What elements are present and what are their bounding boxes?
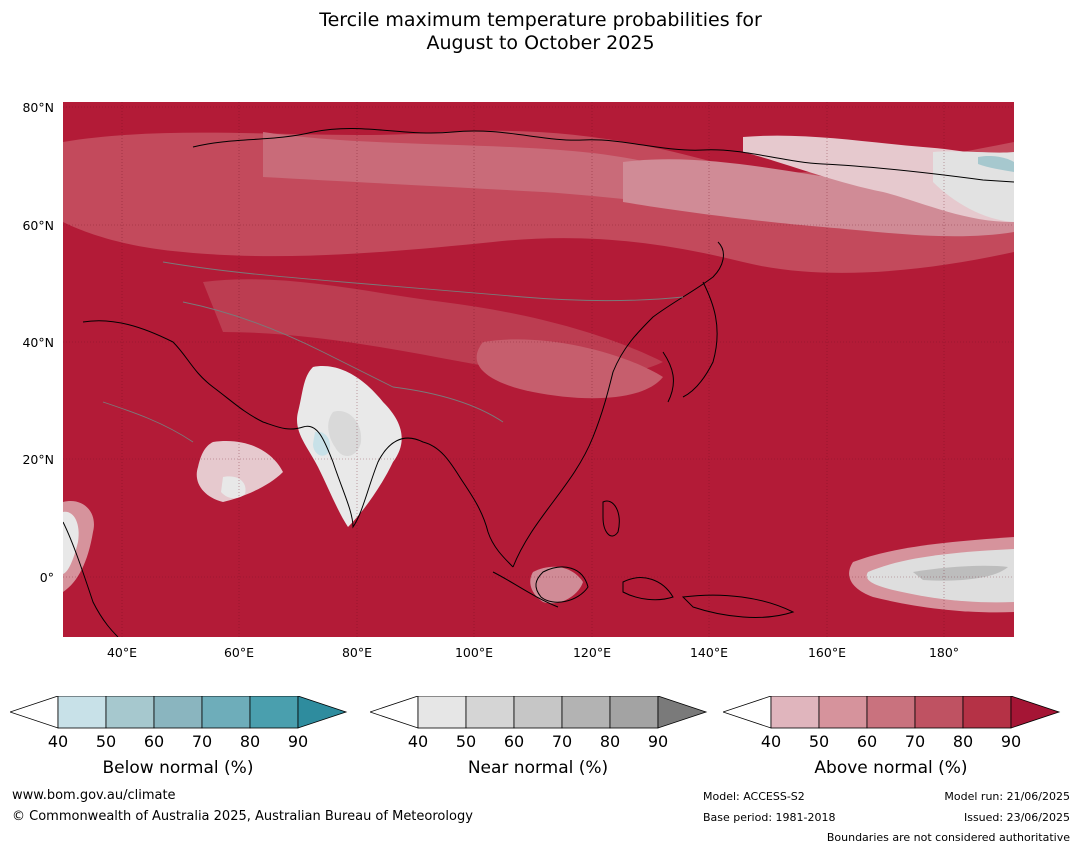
region-borneo-50 — [530, 566, 583, 604]
region-chukotka-near — [933, 151, 1014, 222]
lon-label-40e: 40°E — [106, 645, 138, 660]
near-tick-80: 80 — [599, 732, 621, 751]
region-east-siberia-50 — [623, 159, 1014, 237]
cbar-below-seg-4 — [201, 696, 251, 729]
lon-label-120e: 120°E — [572, 645, 611, 660]
below-tick-80: 80 — [239, 732, 261, 751]
region-india-below — [313, 431, 331, 456]
below-tick-70: 70 — [191, 732, 213, 751]
colorbar-below-normal — [10, 696, 348, 729]
cbar-above-seg-4 — [914, 696, 964, 729]
title-line-1: Tercile maximum temperature probabilitie… — [319, 9, 762, 31]
cbar-below-seg-2 — [105, 696, 155, 729]
lat-label-60n: 60°N — [22, 218, 54, 233]
disclaimer-text: Boundaries are not considered authoritat… — [826, 831, 1070, 844]
above-tick-70: 70 — [904, 732, 926, 751]
near-tick-70: 70 — [551, 732, 573, 751]
near-normal-label: Near normal (%) — [467, 758, 609, 778]
lon-label-140e: 140°E — [689, 645, 728, 660]
model-text: Model: ACCESS-S2 — [703, 790, 805, 803]
above-tick-60: 60 — [856, 732, 878, 751]
cbar-below-low-arrow — [10, 696, 59, 729]
below-tick-90: 90 — [287, 732, 309, 751]
below-tick-50: 50 — [95, 732, 117, 751]
model-run-text: Model run: 21/06/2025 — [944, 790, 1070, 803]
cbar-below-high-arrow — [297, 696, 348, 729]
country-borders — [102, 261, 684, 443]
cbar-above-seg-1 — [770, 696, 820, 729]
map-canvas — [63, 102, 1014, 637]
chart-title: Tercile maximum temperature probabilitie… — [0, 9, 1081, 55]
cbar-near-high-arrow — [657, 696, 708, 729]
cbar-near-low-arrow — [370, 696, 419, 729]
below-tick-60: 60 — [143, 732, 165, 751]
cbar-below-seg-1 — [57, 696, 107, 729]
lon-label-160e: 160°E — [807, 645, 846, 660]
above-tick-80: 80 — [952, 732, 974, 751]
region-china-60 — [476, 339, 663, 399]
near-tick-50: 50 — [455, 732, 477, 751]
lat-label-0: 0° — [39, 570, 54, 585]
region-chukotka-below — [978, 155, 1014, 172]
coastlines — [63, 127, 1014, 637]
near-tick-90: 90 — [647, 732, 669, 751]
lon-label-80e: 80°E — [341, 645, 373, 660]
issued-text: Issued: 23/06/2025 — [963, 811, 1070, 824]
lon-label-180: 180° — [928, 645, 960, 660]
lat-label-80n: 80°N — [22, 100, 54, 115]
region-arabia-near — [221, 476, 246, 499]
above-tick-50: 50 — [808, 732, 830, 751]
cbar-near-seg-1 — [417, 696, 467, 729]
lon-label-60e: 60°E — [223, 645, 255, 660]
cbar-below-seg-5 — [249, 696, 299, 729]
cbar-near-seg-2 — [465, 696, 515, 729]
colorbar-above-normal — [723, 696, 1061, 729]
lon-label-100e: 100°E — [454, 645, 493, 660]
near-tick-40: 40 — [407, 732, 429, 751]
near-tick-60: 60 — [503, 732, 525, 751]
region-india-near-50 — [328, 411, 362, 457]
copyright-text: © Commonwealth of Australia 2025, Austra… — [12, 809, 473, 824]
region-africa-near — [63, 511, 79, 574]
cbar-above-low-arrow — [723, 696, 772, 729]
base-period-text: Base period: 1981-2018 — [703, 811, 836, 824]
website-link[interactable]: www.bom.gov.au/climate — [12, 788, 176, 803]
above-tick-40: 40 — [760, 732, 782, 751]
above-tick-90: 90 — [1000, 732, 1022, 751]
lat-label-20n: 20°N — [22, 452, 54, 467]
cbar-above-seg-5 — [962, 696, 1012, 729]
forecast-map — [63, 102, 1014, 637]
cbar-near-seg-5 — [609, 696, 659, 729]
below-tick-40: 40 — [47, 732, 69, 751]
title-line-2: August to October 2025 — [426, 32, 655, 54]
colorbar-near-normal — [370, 696, 708, 729]
cbar-above-seg-2 — [818, 696, 868, 729]
above-normal-label: Above normal (%) — [814, 758, 968, 778]
cbar-near-seg-4 — [561, 696, 611, 729]
cbar-below-seg-3 — [153, 696, 203, 729]
cbar-above-seg-3 — [866, 696, 916, 729]
cbar-above-high-arrow — [1010, 696, 1061, 729]
below-normal-label: Below normal (%) — [102, 758, 254, 778]
region-arabia-40 — [196, 441, 283, 502]
cbar-near-seg-3 — [513, 696, 563, 729]
lat-label-40n: 40°N — [22, 335, 54, 350]
